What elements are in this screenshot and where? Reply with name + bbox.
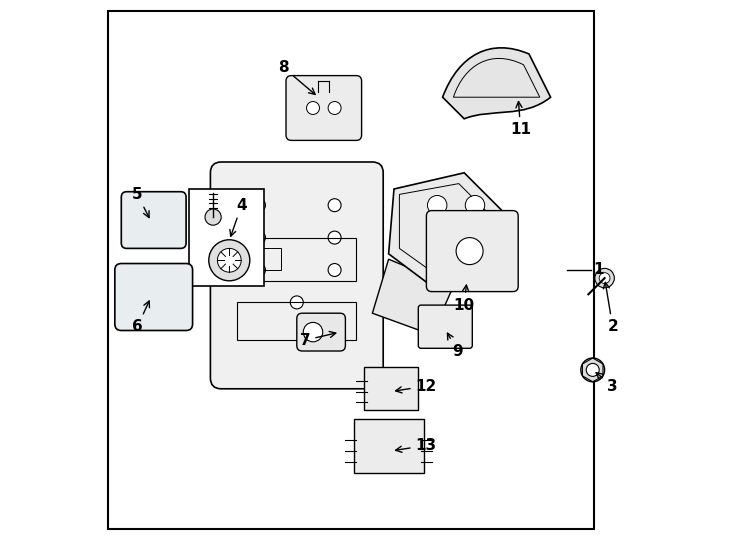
Circle shape (595, 268, 614, 288)
Text: 1: 1 (594, 262, 604, 278)
Text: 5: 5 (132, 187, 149, 218)
Circle shape (328, 264, 341, 276)
Circle shape (252, 264, 266, 276)
Circle shape (307, 102, 319, 114)
FancyBboxPatch shape (108, 11, 594, 529)
Text: 2: 2 (603, 282, 618, 334)
FancyBboxPatch shape (115, 264, 192, 330)
Circle shape (465, 195, 484, 215)
Text: 9: 9 (448, 333, 463, 359)
Circle shape (328, 199, 341, 212)
Text: 10: 10 (454, 285, 474, 313)
FancyBboxPatch shape (189, 189, 264, 286)
Polygon shape (372, 259, 454, 335)
Circle shape (586, 363, 599, 376)
PathPatch shape (443, 48, 550, 119)
FancyBboxPatch shape (286, 76, 362, 140)
Text: 8: 8 (278, 60, 315, 94)
Text: 11: 11 (510, 102, 531, 137)
FancyBboxPatch shape (418, 305, 472, 348)
Text: 4: 4 (230, 198, 247, 236)
Text: 13: 13 (396, 438, 437, 453)
Circle shape (328, 102, 341, 114)
Circle shape (465, 244, 484, 264)
Circle shape (205, 209, 221, 225)
FancyBboxPatch shape (211, 162, 383, 389)
Circle shape (303, 322, 323, 342)
Circle shape (208, 240, 250, 281)
Circle shape (252, 199, 266, 212)
Circle shape (456, 238, 483, 265)
Circle shape (599, 273, 610, 284)
FancyBboxPatch shape (364, 367, 418, 410)
Text: 3: 3 (596, 373, 618, 394)
Text: 12: 12 (396, 379, 437, 394)
Circle shape (217, 248, 241, 272)
Text: 6: 6 (132, 301, 150, 334)
Circle shape (581, 358, 605, 382)
Circle shape (291, 296, 303, 309)
Polygon shape (388, 173, 507, 286)
Circle shape (328, 231, 341, 244)
Circle shape (433, 228, 452, 247)
FancyBboxPatch shape (121, 192, 186, 248)
Circle shape (252, 231, 266, 244)
Circle shape (427, 195, 447, 215)
FancyBboxPatch shape (297, 313, 346, 351)
FancyBboxPatch shape (354, 418, 424, 472)
Text: 7: 7 (299, 332, 335, 348)
FancyBboxPatch shape (426, 211, 518, 292)
